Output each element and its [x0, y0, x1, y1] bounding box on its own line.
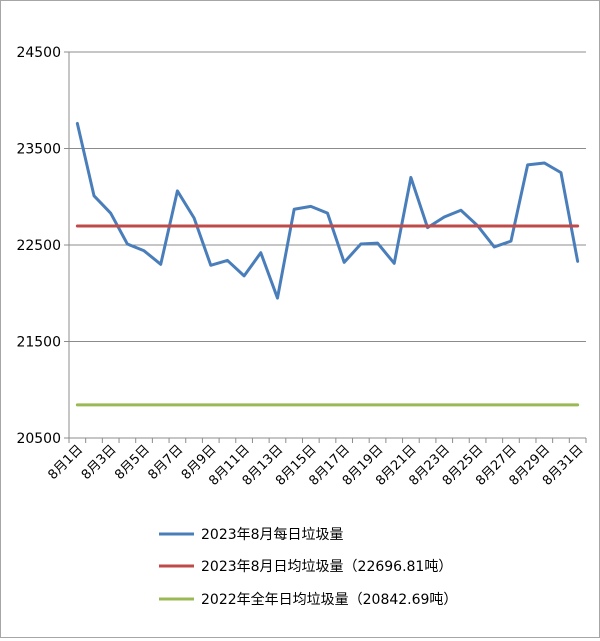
- y-tick-label: 24500: [16, 45, 61, 61]
- y-tick-label: 21500: [16, 335, 61, 351]
- y-tick-label: 22500: [16, 238, 61, 254]
- y-tick-label: 23500: [16, 142, 61, 158]
- y-tick-label: 20500: [16, 431, 61, 447]
- grid-lines: [69, 51, 586, 342]
- x-tick-label: 8月1日: [45, 442, 86, 483]
- y-axis: 20500 21500 22500 23500 24500: [16, 45, 70, 447]
- legend-label-1: 2023年8月每日垃圾量: [201, 527, 344, 543]
- series-lines: [75, 121, 580, 407]
- x-tick-label: 8月7日: [146, 442, 187, 483]
- x-tick-label: 8月3日: [79, 442, 120, 483]
- legend-label-2: 2023年8月日均垃圾量（22696.81吨）: [201, 559, 452, 575]
- x-tick-label: 8月5日: [112, 442, 153, 483]
- legend-label-3: 2022年全年日均垃圾量（20842.69吨）: [201, 591, 457, 608]
- series-line-1: [75, 121, 580, 300]
- legend: 2023年8月每日垃圾量 2023年8月日均垃圾量（22696.81吨） 2022年…: [159, 527, 457, 608]
- x-axis: 8月1日8月3日8月5日8月7日8月9日8月11日8月13日8月15日8月17日…: [45, 437, 587, 489]
